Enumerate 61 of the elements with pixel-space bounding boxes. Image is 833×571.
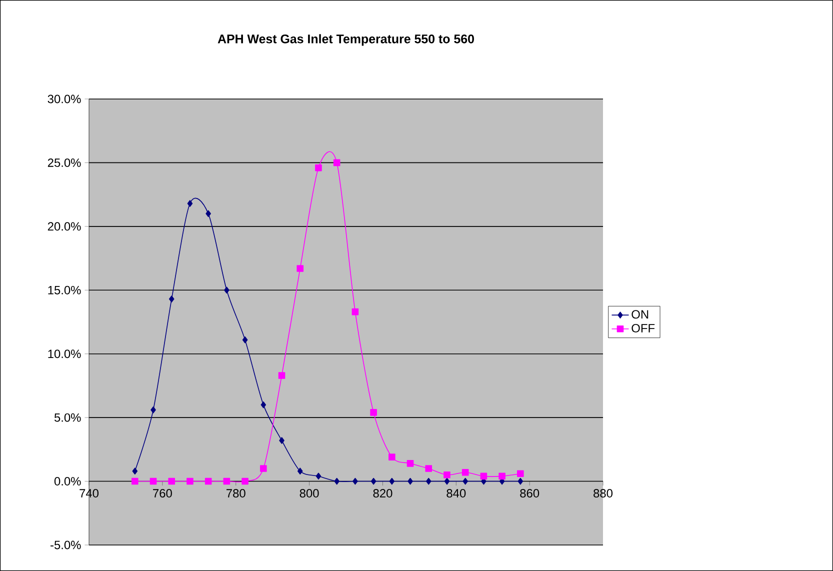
y-tick-label: 25.0%	[48, 158, 81, 167]
x-tick-label: 800	[300, 489, 319, 498]
y-tick-label: 30.0%	[48, 94, 81, 104]
point	[444, 472, 450, 478]
y-tick-label: 20.0%	[48, 222, 81, 231]
legend-label: OFF	[632, 324, 655, 332]
point	[498, 472, 506, 480]
point	[425, 465, 432, 472]
x-tick-label: 880	[594, 489, 613, 498]
x-tick-label: 860	[520, 489, 540, 498]
point	[316, 472, 322, 480]
point	[260, 401, 266, 408]
x-tick-label: 820	[373, 489, 392, 498]
point	[334, 478, 340, 485]
point	[389, 478, 395, 485]
point	[223, 478, 230, 485]
y-tick-label: -5.0%	[50, 540, 81, 550]
point	[186, 478, 194, 485]
point	[296, 265, 304, 272]
point	[352, 478, 358, 485]
point	[242, 478, 248, 485]
y-tick-label: 15.0%	[48, 286, 81, 294]
point	[517, 470, 524, 478]
point	[406, 460, 414, 467]
x-tick-label: 780	[226, 489, 246, 498]
point	[278, 372, 286, 379]
point	[333, 159, 340, 166]
point	[370, 409, 377, 416]
point	[168, 478, 176, 485]
x-tick-label: 760	[153, 489, 172, 498]
point	[480, 472, 488, 480]
point	[315, 164, 322, 172]
point	[408, 478, 413, 485]
point	[168, 296, 174, 302]
point	[242, 336, 248, 344]
x-tick-label: 840	[446, 489, 466, 498]
point	[132, 478, 138, 485]
point	[444, 478, 450, 485]
x-tick-label: 740	[80, 489, 99, 498]
point	[279, 437, 284, 444]
point	[150, 478, 157, 485]
point	[204, 478, 212, 485]
point	[260, 465, 267, 472]
legend-label: ON	[632, 310, 648, 319]
point	[462, 478, 468, 485]
point	[206, 210, 211, 218]
chart-title: APH West Gas Inlet Temperature 550 to 560	[218, 34, 474, 46]
point	[352, 308, 359, 316]
point	[388, 454, 396, 460]
point	[370, 478, 376, 485]
y-tick-label: 0.0%	[54, 477, 81, 486]
point	[426, 478, 432, 485]
point	[224, 286, 230, 294]
point	[297, 468, 303, 474]
y-tick-label: 5.0%	[54, 413, 81, 422]
point	[187, 200, 193, 207]
point	[518, 478, 524, 485]
point	[132, 468, 138, 474]
point	[462, 468, 469, 476]
y-tick-label: 10.0%	[48, 350, 81, 358]
point	[150, 406, 156, 414]
